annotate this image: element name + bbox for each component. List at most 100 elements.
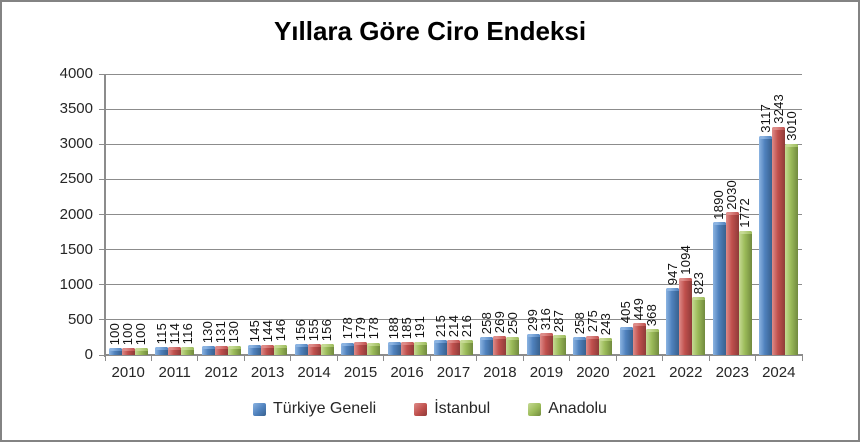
bar-türkiye-geneli-2010[interactable] [108, 347, 122, 355]
bar-top-bevel [168, 347, 182, 350]
bar-türkiye-geneli-2023[interactable] [712, 222, 726, 355]
bar-top-bevel [201, 345, 215, 349]
bar-top-bevel [506, 337, 520, 341]
y-gridline [105, 214, 802, 215]
bar-anadolu-2010[interactable] [134, 347, 148, 355]
bar-anadolu-2016[interactable] [413, 341, 427, 355]
bar-türkiye-geneli-2020[interactable] [573, 336, 587, 355]
bar-top-bevel [460, 339, 473, 343]
y-tick-mark [99, 108, 105, 110]
bar-türkiye-geneli-2021[interactable] [619, 326, 633, 355]
bar-türkiye-geneli-2012[interactable] [201, 345, 215, 355]
y-axis-label: 2000 [59, 205, 93, 223]
legend-item-türkiye-geneli[interactable]: Türkiye Geneli [253, 400, 376, 418]
bar-anadolu-2012[interactable] [227, 345, 241, 355]
bar-i̇stanbul-2020[interactable] [586, 335, 600, 355]
bar-i̇stanbul-2023[interactable] [725, 212, 739, 355]
bar-türkiye-geneli-2017[interactable] [434, 339, 447, 355]
bar-anadolu-2022[interactable] [692, 297, 706, 355]
x-axis-label: 2015 [343, 364, 378, 381]
bar-i̇stanbul-2013[interactable] [261, 344, 275, 355]
x-axis-label: 2022 [669, 364, 703, 381]
bar-i̇stanbul-2021[interactable] [632, 323, 646, 355]
bar-top-bevel [759, 136, 773, 140]
y-tick-mark [99, 284, 105, 286]
y-axis-line [104, 74, 106, 357]
bar-top-bevel [434, 339, 447, 343]
y-tick-mark [99, 319, 105, 321]
x-axis-label: 2016 [390, 364, 424, 381]
bar-türkiye-geneli-2016[interactable] [387, 341, 401, 355]
bar-top-bevel [573, 336, 587, 340]
bar-anadolu-2018[interactable] [506, 337, 520, 355]
bar-value-label: 146 [272, 319, 288, 342]
x-tick-mark [336, 356, 338, 361]
bar-türkiye-geneli-2013[interactable] [248, 344, 262, 355]
x-axis-label: 2023 [715, 364, 749, 381]
bar-value-label: 191 [412, 316, 428, 339]
y-axis-label: 0 [84, 346, 93, 363]
bar-anadolu-2014[interactable] [320, 344, 334, 355]
bar-anadolu-2023[interactable] [738, 230, 752, 355]
bar-top-bevel [645, 329, 659, 333]
y-axis-label: 1000 [59, 275, 93, 293]
bar-türkiye-geneli-2015[interactable] [341, 342, 355, 355]
bar-i̇stanbul-2022[interactable] [679, 278, 693, 355]
bar-i̇stanbul-2011[interactable] [168, 347, 182, 355]
x-tick-mark [569, 356, 571, 361]
bar-anadolu-2013[interactable] [274, 344, 288, 355]
bar-top-bevel [387, 341, 401, 345]
bar-top-bevel [692, 297, 706, 301]
x-tick-mark [104, 356, 106, 361]
x-tick-mark [476, 356, 478, 361]
bar-i̇stanbul-2018[interactable] [493, 336, 507, 355]
bar-i̇stanbul-2012[interactable] [214, 345, 228, 355]
bar-türkiye-geneli-2011[interactable] [155, 346, 169, 355]
legend-label: Anadolu [548, 400, 607, 417]
bar-top-bevel [725, 212, 739, 216]
y-gridline [105, 108, 802, 110]
bar-i̇stanbul-2024[interactable] [772, 127, 786, 355]
bar-i̇stanbul-2014[interactable] [307, 344, 321, 355]
bar-anadolu-2020[interactable] [599, 337, 613, 355]
bar-top-bevel [134, 347, 148, 351]
legend-item-anadolu[interactable]: Anadolu [528, 400, 607, 418]
bar-top-bevel [227, 345, 241, 349]
bar-i̇stanbul-2017[interactable] [447, 339, 460, 355]
y-tick-mark [99, 143, 105, 145]
y-tick-mark [99, 249, 105, 251]
legend-label: Türkiye Geneli [273, 400, 377, 417]
y-tick-mark [99, 214, 105, 215]
bar-top-bevel [539, 332, 553, 336]
x-axis-label: 2012 [204, 364, 238, 381]
bar-anadolu-2021[interactable] [645, 329, 659, 355]
bar-anadolu-2019[interactable] [552, 334, 566, 355]
legend-item-i̇stanbul[interactable]: İstanbul [414, 400, 490, 418]
bar-top-bevel [447, 339, 460, 343]
bar-i̇stanbul-2015[interactable] [354, 342, 368, 355]
bar-türkiye-geneli-2019[interactable] [526, 334, 540, 355]
bar-value-label: 130 [226, 320, 242, 343]
y-gridline [105, 73, 802, 75]
y-axis-label: 3000 [59, 135, 93, 153]
bar-anadolu-2015[interactable] [367, 342, 381, 355]
bar-anadolu-2017[interactable] [460, 339, 473, 355]
bar-anadolu-2011[interactable] [181, 346, 195, 355]
bar-türkiye-geneli-2014[interactable] [294, 344, 308, 355]
plot-area: 100 115 130 145 156 178 188 215 258 299 258 405 947 1… [99, 73, 803, 361]
bar-türkiye-geneli-2024[interactable] [759, 136, 773, 355]
bar-value-label: 823 [690, 271, 706, 295]
bar-i̇stanbul-2010[interactable] [121, 347, 135, 355]
bar-top-bevel [666, 288, 680, 292]
x-axis-label: 2024 [762, 364, 796, 381]
bar-türkiye-geneli-2018[interactable] [480, 336, 494, 355]
bar-top-bevel [261, 344, 275, 348]
legend: Türkiye Geneli İstanbul Anadolu [2, 400, 858, 418]
bar-top-bevel [274, 344, 288, 348]
x-tick-mark [243, 356, 245, 361]
bar-i̇stanbul-2019[interactable] [539, 332, 553, 355]
bar-i̇stanbul-2016[interactable] [400, 342, 414, 355]
bar-türkiye-geneli-2022[interactable] [666, 288, 680, 355]
bar-anadolu-2024[interactable] [785, 143, 799, 355]
bar-top-bevel [619, 326, 633, 330]
